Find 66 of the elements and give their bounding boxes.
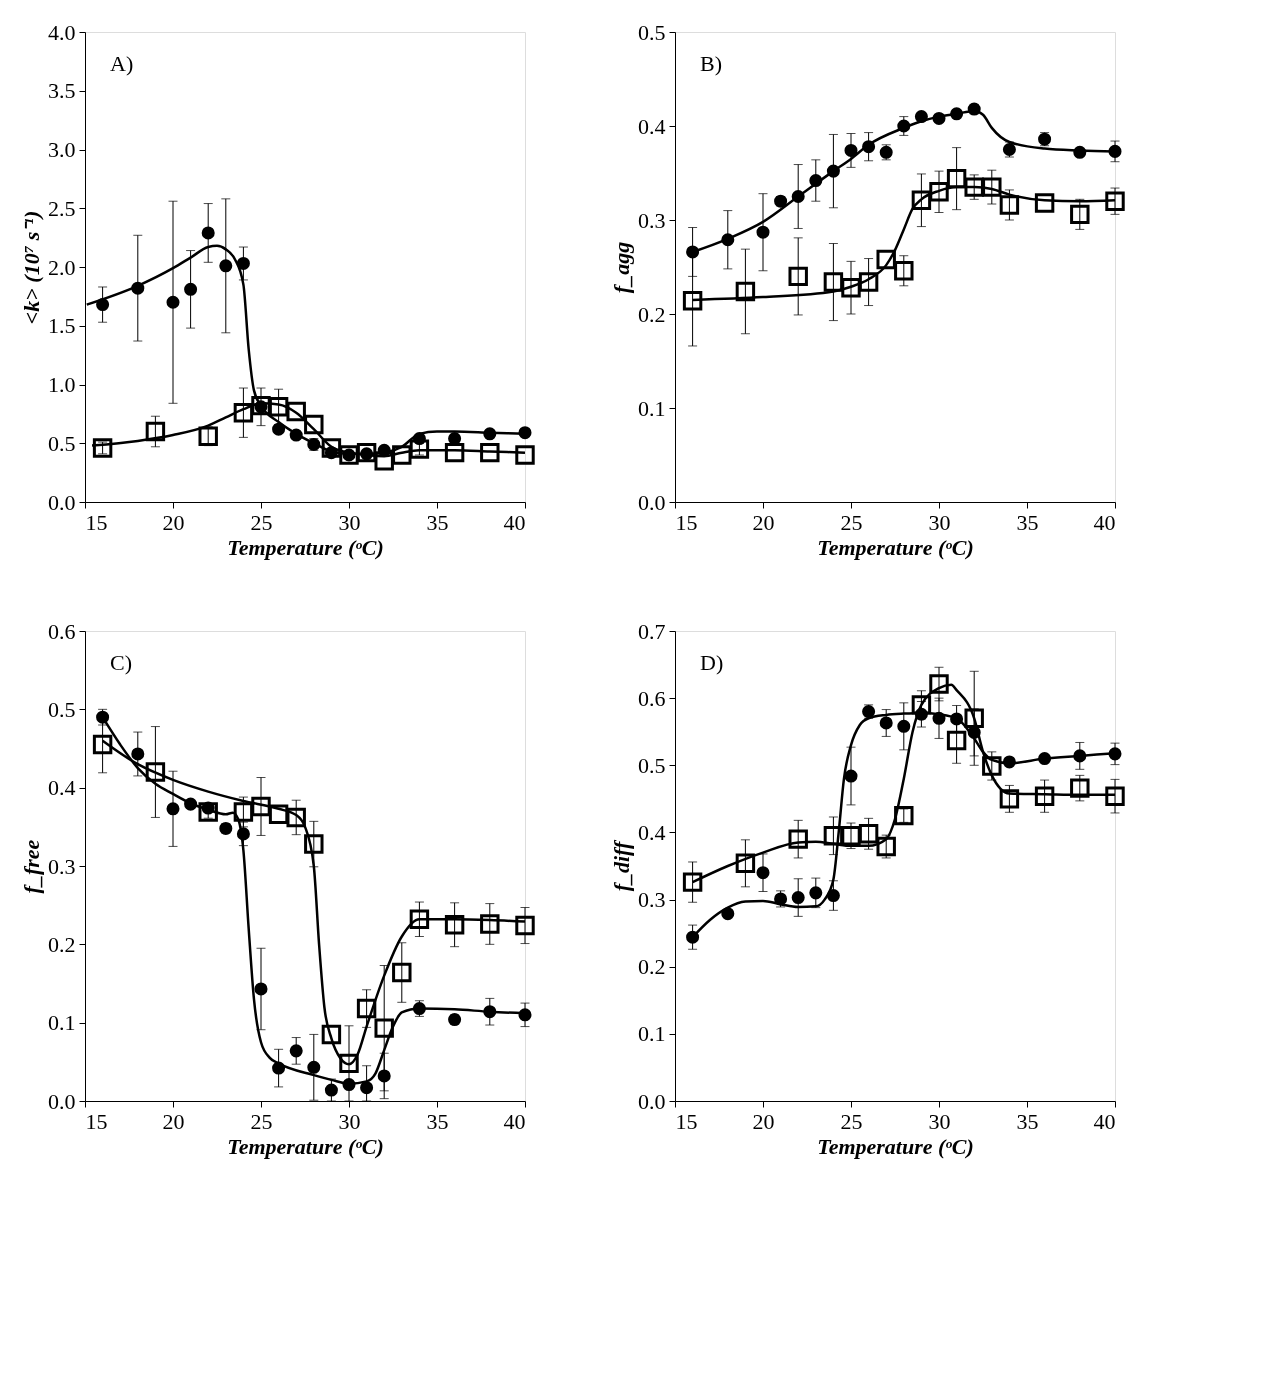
- x-tick-label: 35: [426, 509, 449, 535]
- x-tick-label: 40: [1093, 1108, 1116, 1134]
- x-tick-label: 15: [85, 1108, 108, 1134]
- y-tick-label: 0.6: [638, 685, 666, 711]
- y-tick-label: 0.5: [638, 19, 666, 45]
- y-tick-label: 0.3: [638, 207, 666, 233]
- y-tick-label: 0.3: [638, 887, 666, 913]
- y-tick-label: 0.1: [638, 1021, 666, 1047]
- y-tick-label: 0.0: [638, 489, 666, 515]
- y-tick-label: 1.5: [48, 313, 76, 339]
- y-tick-label: 0.5: [48, 696, 76, 722]
- x-tick-label: 20: [752, 509, 775, 535]
- y-axis-title: f_diff: [609, 838, 634, 892]
- annotation: C): [110, 650, 132, 675]
- y-tick-label: 0.5: [48, 430, 76, 456]
- x-tick-label: 15: [675, 1108, 698, 1134]
- annotation: A): [110, 51, 134, 76]
- y-tick-label: 0.2: [638, 954, 666, 980]
- y-tick-label: 0.0: [48, 489, 76, 515]
- x-tick-label: 20: [162, 509, 185, 535]
- x-tick-label: 25: [840, 509, 863, 535]
- y-tick-label: 0.2: [638, 301, 666, 327]
- y-tick-label: 0.5: [638, 752, 666, 778]
- x-tick-label: 30: [338, 509, 361, 535]
- y-tick-label: 0.0: [638, 1088, 666, 1114]
- y-axis-title: f_free: [19, 839, 44, 894]
- x-tick-label: 20: [162, 1108, 185, 1134]
- y-tick-label: 0.4: [638, 819, 666, 845]
- x-axis-title: Temperature (ᵒC): [227, 1133, 384, 1159]
- y-tick-label: 2.0: [48, 254, 76, 280]
- x-tick-label: 25: [840, 1108, 863, 1134]
- y-axis-title: f_agg: [609, 241, 634, 294]
- x-tick-label: 20: [752, 1108, 775, 1134]
- x-tick-label: 35: [1016, 1108, 1039, 1134]
- x-tick-label: 35: [1016, 509, 1039, 535]
- y-tick-label: 0.0: [48, 1088, 76, 1114]
- y-axis-title: <k> (10⁷ s⁻¹): [19, 210, 44, 325]
- annotation: D): [700, 650, 724, 675]
- x-tick-label: 30: [928, 509, 951, 535]
- annotation: B): [700, 51, 722, 76]
- y-tick-label: 0.6: [48, 618, 76, 644]
- y-tick-label: 0.2: [48, 931, 76, 957]
- y-tick-label: 0.4: [638, 113, 666, 139]
- x-tick-label: 15: [675, 509, 698, 535]
- y-tick-label: 2.5: [48, 195, 76, 221]
- x-tick-label: 40: [503, 1108, 526, 1134]
- x-axis-title: Temperature (ᵒC): [227, 534, 384, 560]
- x-axis-title: Temperature (ᵒC): [817, 534, 974, 560]
- x-tick-label: 35: [426, 1108, 449, 1134]
- x-tick-label: 30: [928, 1108, 951, 1134]
- x-tick-label: 40: [1093, 509, 1116, 535]
- y-tick-label: 0.1: [638, 395, 666, 421]
- x-tick-label: 30: [338, 1108, 361, 1134]
- y-tick-label: 0.7: [638, 618, 666, 644]
- x-axis-title: Temperature (ᵒC): [817, 1133, 974, 1159]
- y-tick-label: 0.1: [48, 1010, 76, 1036]
- x-tick-label: 15: [85, 509, 108, 535]
- x-tick-label: 25: [250, 1108, 273, 1134]
- x-tick-label: 40: [503, 509, 526, 535]
- y-tick-label: 0.3: [48, 853, 76, 879]
- y-tick-label: 1.0: [48, 372, 76, 397]
- y-tick-label: 0.4: [48, 775, 76, 801]
- y-tick-label: 4.0: [48, 19, 76, 45]
- y-tick-label: 3.5: [48, 78, 76, 104]
- y-tick-label: 3.0: [48, 137, 76, 162]
- x-tick-label: 25: [250, 509, 273, 535]
